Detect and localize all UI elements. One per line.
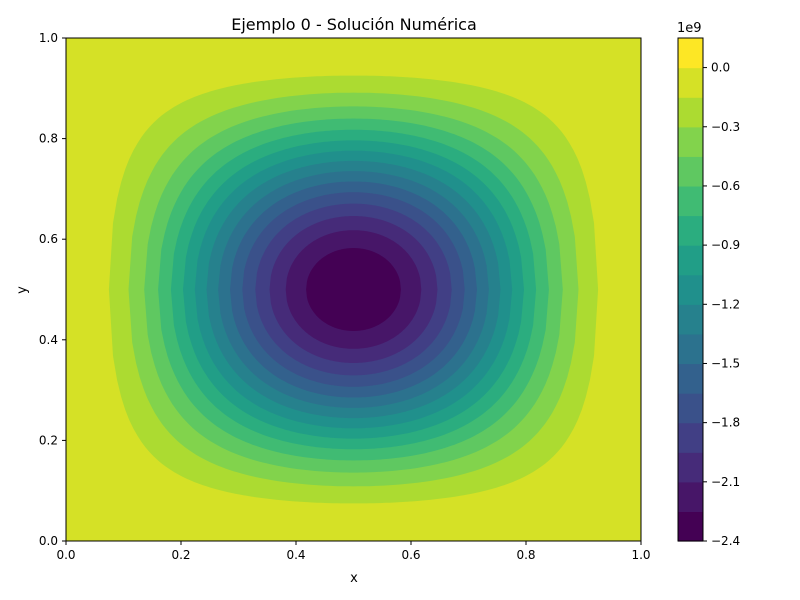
x-tick-label: 0.4 [286, 548, 305, 562]
y-tick-label: 1.0 [39, 31, 58, 45]
colorbar-multiplier: 1e9 [677, 21, 702, 36]
colorbar-segment [678, 511, 703, 542]
plot-frame [65, 37, 642, 542]
y-tick-label: 0.4 [39, 333, 58, 347]
x-tick-label: 0.6 [401, 548, 420, 562]
colorbar-tick-label: −1.5 [711, 356, 740, 370]
x-axis-label: x [350, 571, 358, 586]
colorbar-segment [678, 38, 703, 69]
x-tick-label: 0.8 [516, 548, 535, 562]
y-axis-label: y [15, 286, 30, 294]
x-tick-label: 1.0 [631, 548, 650, 562]
contour-plot-area [66, 38, 641, 541]
colorbar-segment [678, 274, 703, 305]
colorbar-segment [678, 452, 703, 483]
colorbar-tick-label: −2.1 [711, 475, 740, 489]
colorbar-tick-label: 0.0 [711, 61, 730, 75]
colorbar-segment [678, 393, 703, 424]
colorbar-segment [678, 304, 703, 335]
colorbar-segment [678, 97, 703, 128]
colorbar-segment [678, 185, 703, 217]
chart-title: Ejemplo 0 - Solución Numérica [231, 15, 477, 34]
colorbar-tick-label: −0.9 [711, 238, 740, 252]
colorbar: −2.4 −2.1 −1.8 −1.5 −1.2 −0.9 −0.6 −0.3 0.0 [677, 37, 740, 548]
colorbar-segment [678, 481, 703, 513]
colorbar-segment [678, 156, 703, 187]
colorbar-segment [678, 215, 703, 246]
y-axis: 0.0 0.2 0.4 0.6 0.8 1.0 [39, 31, 66, 548]
colorbar-frame [677, 37, 704, 542]
colorbar-tick-label: −1.2 [711, 297, 740, 311]
y-tick-label: 0.0 [39, 534, 58, 548]
colorbar-tick-label: −0.6 [711, 179, 740, 193]
colorbar-segment [678, 126, 703, 157]
colorbar-segment [678, 422, 703, 453]
x-tick-label: 0.2 [171, 548, 190, 562]
y-tick-label: 0.6 [39, 232, 58, 246]
colorbar-segment [678, 363, 703, 394]
colorbar-tick-label: −1.8 [711, 416, 740, 430]
colorbar-segment [678, 67, 703, 98]
y-tick-label: 0.2 [39, 433, 58, 447]
y-tick-label: 0.8 [39, 132, 58, 146]
x-tick-label: 0.0 [56, 548, 75, 562]
colorbar-segment [678, 245, 703, 276]
colorbar-tick-label: −0.3 [711, 120, 740, 134]
colorbar-segment [678, 333, 703, 365]
contour-band [306, 248, 401, 331]
x-axis: 0.0 0.2 0.4 0.6 0.8 1.0 [56, 541, 651, 562]
colorbar-tick-label: −2.4 [711, 534, 740, 548]
